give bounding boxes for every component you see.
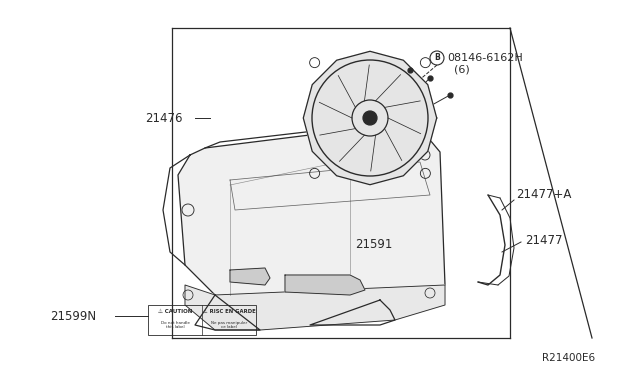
- Text: 21591: 21591: [355, 238, 392, 251]
- Text: 21599N: 21599N: [50, 310, 96, 323]
- Text: Do not handle
this label: Do not handle this label: [161, 321, 189, 329]
- Polygon shape: [303, 51, 436, 185]
- Text: B: B: [434, 54, 440, 62]
- Text: 21477: 21477: [525, 234, 563, 247]
- Text: 21476: 21476: [145, 112, 183, 125]
- Text: ⚠ CAUTION: ⚠ CAUTION: [158, 308, 192, 314]
- Bar: [148, 305, 256, 335]
- Text: 08146-6162H: 08146-6162H: [447, 53, 523, 63]
- Polygon shape: [285, 275, 365, 295]
- Text: R21400E6: R21400E6: [542, 353, 595, 363]
- Text: 21477+A: 21477+A: [516, 189, 572, 202]
- Polygon shape: [178, 130, 445, 305]
- Polygon shape: [185, 285, 445, 330]
- Circle shape: [363, 111, 377, 125]
- Polygon shape: [230, 268, 270, 285]
- Text: (6): (6): [454, 65, 470, 75]
- Text: ⚠ RISC EN GARDE: ⚠ RISC EN GARDE: [203, 308, 255, 314]
- Text: Ne pas manipuler
ce label: Ne pas manipuler ce label: [211, 321, 247, 329]
